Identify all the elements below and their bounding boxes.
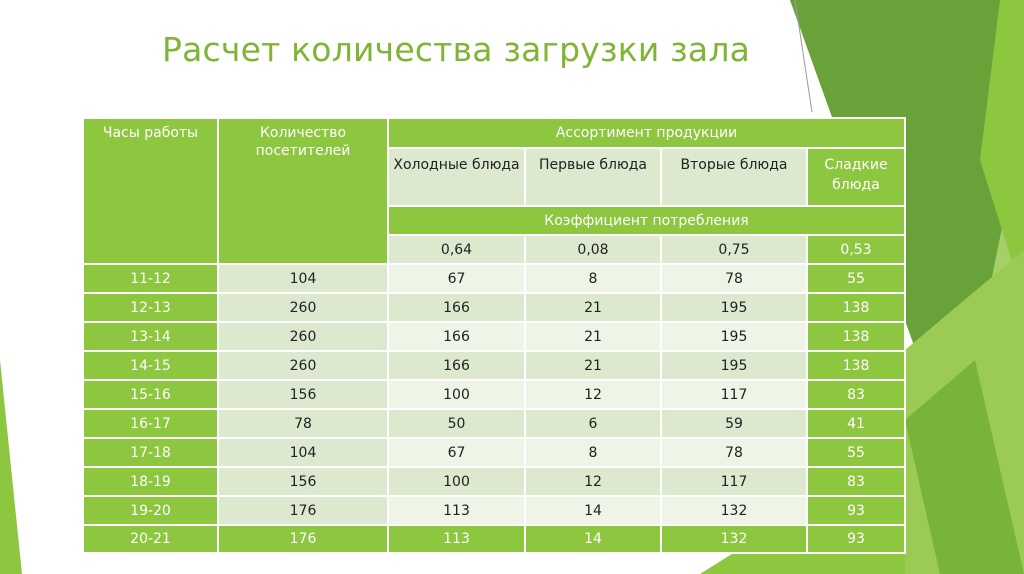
cell-second: 59: [660, 408, 808, 439]
cell-visitors: 176: [217, 524, 389, 554]
right-green-shape-3: [980, 0, 1024, 300]
cell-second: 195: [660, 350, 808, 381]
table-body: 11-12 104 67 8 78 55 12-13 260 166 21 195 138 13-14 2…: [82, 263, 906, 554]
cell-visitors: 260: [217, 321, 389, 352]
cell-cold: 113: [387, 495, 526, 526]
cell-second: 117: [660, 379, 808, 410]
table-row: 12-13 260 166 21 195 138: [82, 292, 906, 323]
header-first: Первые блюда: [524, 147, 662, 207]
cell-first: 21: [524, 350, 662, 381]
right-green-shape-5: [905, 360, 1024, 574]
cell-second: 195: [660, 292, 808, 323]
cell-dessert: 41: [806, 408, 906, 439]
cell-first: 14: [524, 524, 662, 554]
load-table: Часы работы Количество посетителей Ассор…: [82, 117, 906, 554]
cell-dessert: 138: [806, 292, 906, 323]
table-row: 17-18 104 67 8 78 55: [82, 437, 906, 468]
cell-cold: 100: [387, 379, 526, 410]
cell-visitors: 78: [217, 408, 389, 439]
cell-first: 12: [524, 379, 662, 410]
cell-visitors: 104: [217, 437, 389, 468]
cell-second: 132: [660, 495, 808, 526]
right-green-shape-2: [790, 0, 1024, 390]
cell-hours: 11-12: [82, 263, 219, 294]
cell-first: 21: [524, 321, 662, 352]
cell-second: 195: [660, 321, 808, 352]
cell-dessert: 55: [806, 437, 906, 468]
cell-hours: 17-18: [82, 437, 219, 468]
header-dessert: Сладкие блюда: [806, 147, 906, 207]
cell-visitors: 156: [217, 466, 389, 497]
cell-second: 78: [660, 263, 808, 294]
cell-hours: 14-15: [82, 350, 219, 381]
header-assortment: Ассортимент продукции: [387, 117, 906, 149]
cell-dessert: 83: [806, 379, 906, 410]
cell-hours: 16-17: [82, 408, 219, 439]
cell-hours: 13-14: [82, 321, 219, 352]
cell-hours: 20-21: [82, 524, 219, 554]
table-row: 13-14 260 166 21 195 138: [82, 321, 906, 352]
cell-first: 8: [524, 263, 662, 294]
table-row: 15-16 156 100 12 117 83: [82, 379, 906, 410]
cell-cold: 113: [387, 524, 526, 554]
cell-cold: 166: [387, 350, 526, 381]
slide-title: Расчет количества загрузки зала: [162, 30, 751, 69]
table-row: 19-20 176 113 14 132 93: [82, 495, 906, 526]
header-visitors: Количество посетителей: [217, 117, 389, 265]
cell-first: 14: [524, 495, 662, 526]
cell-second: 132: [660, 524, 808, 554]
cell-hours: 19-20: [82, 495, 219, 526]
cell-cold: 67: [387, 263, 526, 294]
cell-first: 8: [524, 437, 662, 468]
cell-first: 21: [524, 292, 662, 323]
cell-hours: 15-16: [82, 379, 219, 410]
cell-dessert: 138: [806, 321, 906, 352]
cell-dessert: 93: [806, 524, 906, 554]
coef-first: 0,08: [524, 234, 662, 265]
coef-second: 0,75: [660, 234, 808, 265]
table-row: 11-12 104 67 8 78 55: [82, 263, 906, 294]
header-cold: Холодные блюда: [387, 147, 526, 207]
cell-dessert: 83: [806, 466, 906, 497]
cell-visitors: 104: [217, 263, 389, 294]
thin-line: [794, 0, 813, 113]
cell-second: 117: [660, 466, 808, 497]
cell-hours: 18-19: [82, 466, 219, 497]
left-green-shape: [0, 360, 22, 574]
cell-visitors: 260: [217, 350, 389, 381]
cell-dessert: 93: [806, 495, 906, 526]
cell-cold: 166: [387, 292, 526, 323]
table-row: 16-17 78 50 6 59 41: [82, 408, 906, 439]
cell-dessert: 55: [806, 263, 906, 294]
table-row: 20-21 176 113 14 132 93: [82, 524, 906, 554]
cell-first: 12: [524, 466, 662, 497]
coef-cold: 0,64: [387, 234, 526, 265]
coef-dessert: 0,53: [806, 234, 906, 265]
header-coefficient: Коэффициент потребления: [387, 205, 906, 236]
cell-visitors: 260: [217, 292, 389, 323]
cell-first: 6: [524, 408, 662, 439]
table-row: 14-15 260 166 21 195 138: [82, 350, 906, 381]
cell-hours: 12-13: [82, 292, 219, 323]
header-second: Вторые блюда: [660, 147, 808, 207]
cell-cold: 166: [387, 321, 526, 352]
cell-cold: 50: [387, 408, 526, 439]
table-row: 18-19 156 100 12 117 83: [82, 466, 906, 497]
cell-visitors: 156: [217, 379, 389, 410]
cell-dessert: 138: [806, 350, 906, 381]
cell-second: 78: [660, 437, 808, 468]
header-hours: Часы работы: [82, 117, 219, 265]
cell-visitors: 176: [217, 495, 389, 526]
cell-cold: 67: [387, 437, 526, 468]
cell-cold: 100: [387, 466, 526, 497]
